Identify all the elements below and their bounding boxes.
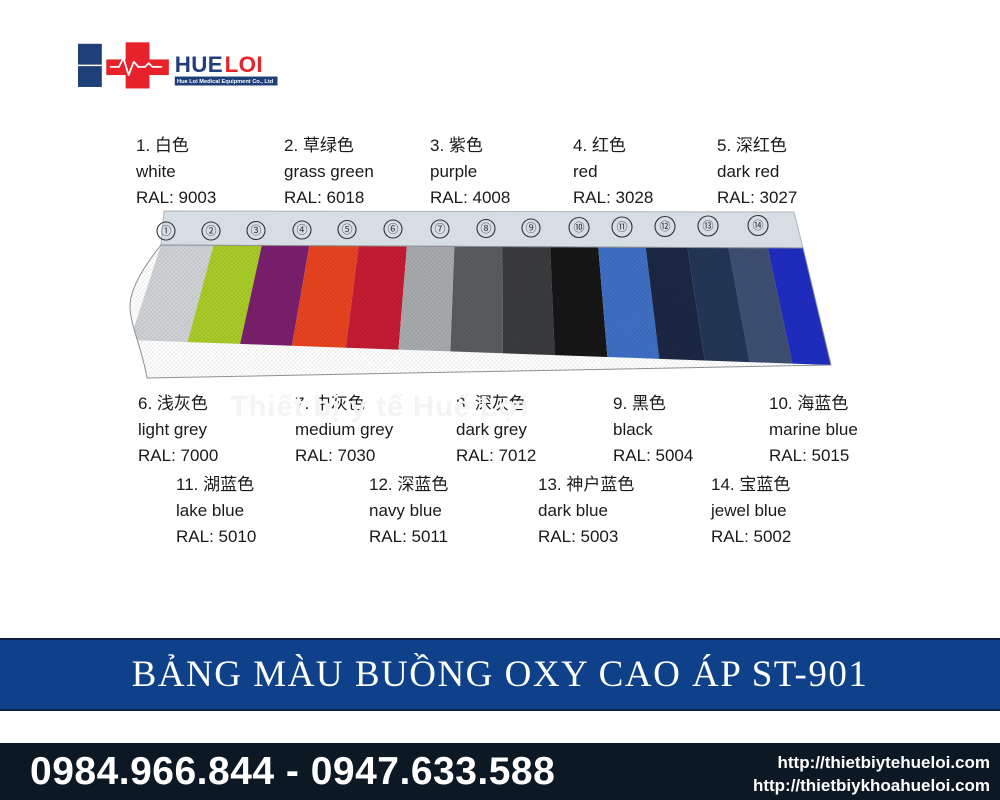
svg-text:⑪: ⑪ bbox=[617, 221, 628, 234]
svg-text:⑦: ⑦ bbox=[435, 223, 446, 236]
svg-text:⑧: ⑧ bbox=[481, 222, 492, 235]
svg-text:⑨: ⑨ bbox=[526, 222, 537, 235]
svg-text:②: ② bbox=[206, 225, 217, 238]
svg-text:④: ④ bbox=[297, 224, 308, 237]
svg-text:⑥: ⑥ bbox=[388, 223, 399, 236]
svg-text:①: ① bbox=[161, 225, 172, 238]
svg-text:⑭: ⑭ bbox=[753, 219, 764, 232]
svg-text:⑫: ⑫ bbox=[660, 220, 671, 233]
svg-text:⑬: ⑬ bbox=[703, 220, 714, 233]
svg-text:⑩: ⑩ bbox=[574, 221, 585, 234]
svg-text:③: ③ bbox=[251, 224, 262, 237]
svg-text:⑤: ⑤ bbox=[342, 223, 353, 236]
